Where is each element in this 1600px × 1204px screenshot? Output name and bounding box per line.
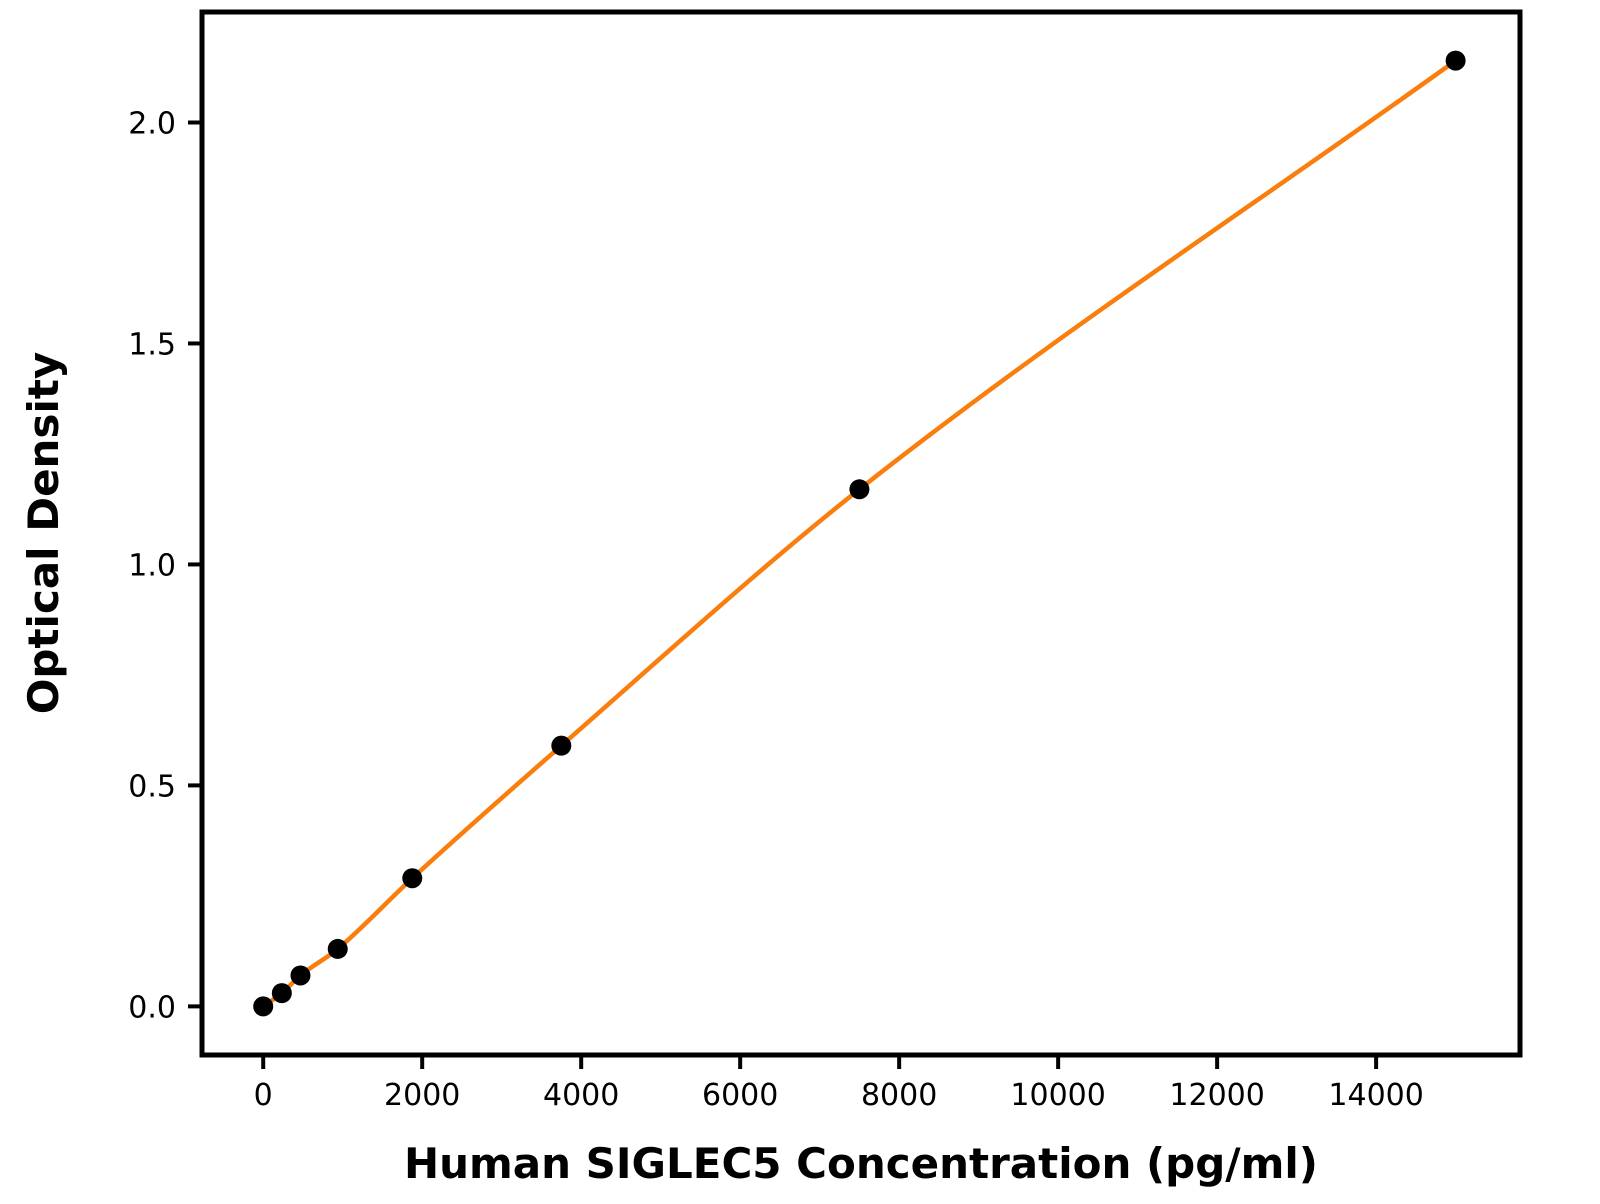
data-point	[1445, 50, 1466, 71]
y-axis-title: Optical Density	[19, 352, 68, 715]
x-tick-label: 4000	[543, 1078, 619, 1113]
data-point	[551, 735, 572, 756]
y-tick-label: 1.5	[128, 327, 176, 362]
x-tick-label: 8000	[861, 1078, 937, 1113]
plot-frame	[199, 9, 1523, 1058]
x-tick-label: 14000	[1328, 1078, 1423, 1113]
x-tick-label: 6000	[702, 1078, 778, 1113]
x-tick-label: 10000	[1010, 1078, 1105, 1113]
y-tick-label: 0.0	[128, 990, 176, 1025]
data-point	[253, 996, 274, 1017]
data-point	[849, 479, 870, 500]
x-tick-label: 0	[254, 1078, 273, 1113]
data-point	[402, 868, 423, 889]
x-axis-title: Human SIGLEC5 Concentration (pg/ml)	[404, 1139, 1318, 1188]
x-tick-label: 12000	[1169, 1078, 1264, 1113]
y-tick-label: 2.0	[128, 106, 176, 141]
x-tick-label: 2000	[384, 1078, 460, 1113]
data-point	[327, 938, 348, 959]
fit-curve	[260, 58, 1458, 1009]
data-point	[290, 965, 311, 986]
y-tick-label: 0.5	[128, 769, 176, 804]
data-point	[271, 983, 292, 1004]
y-tick-label: 1.0	[128, 548, 176, 583]
